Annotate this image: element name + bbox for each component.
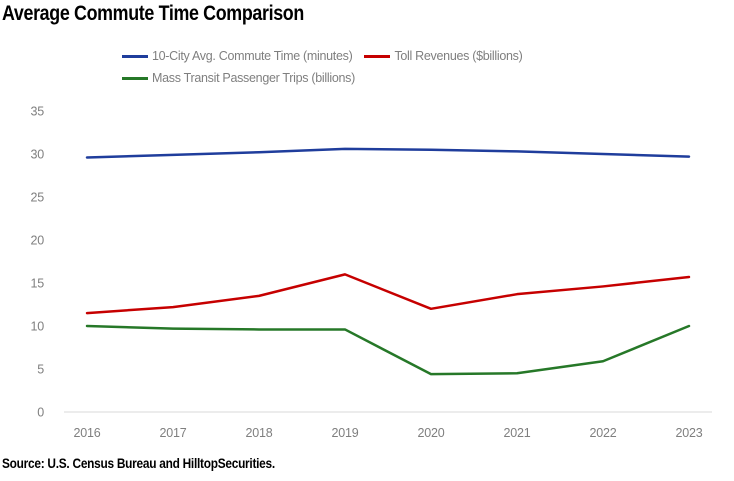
y-axis-label: 0 bbox=[37, 406, 44, 420]
legend-row-1: 10-City Avg. Commute Time (minutes) Toll… bbox=[122, 49, 523, 63]
legend-label-commute-time: 10-City Avg. Commute Time (minutes) bbox=[152, 49, 353, 63]
y-axis-label: 25 bbox=[30, 191, 44, 205]
legend-swatch-mass-transit bbox=[122, 76, 148, 80]
x-axis-label: 2019 bbox=[331, 426, 358, 440]
legend-row-2: Mass Transit Passenger Trips (billions) bbox=[122, 71, 522, 85]
y-axis-label: 35 bbox=[30, 105, 44, 119]
legend-swatch-commute-time bbox=[122, 54, 148, 58]
source-note: Source: U.S. Census Bureau and HilltopSe… bbox=[2, 456, 275, 471]
x-axis-label: 2022 bbox=[589, 426, 616, 440]
legend-item-commute-time: 10-City Avg. Commute Time (minutes) bbox=[122, 49, 353, 63]
y-axis-label: 15 bbox=[30, 277, 44, 291]
y-axis-labels: 0 5 10 15 20 25 30 35 bbox=[30, 105, 44, 420]
legend-label-mass-transit: Mass Transit Passenger Trips (billions) bbox=[152, 71, 355, 85]
legend-item-toll-revenues: Toll Revenues ($billions) bbox=[364, 49, 523, 63]
x-axis-label: 2020 bbox=[417, 426, 444, 440]
series-lines bbox=[85, 147, 691, 376]
x-axis-label: 2021 bbox=[503, 426, 530, 440]
x-axis-label: 2017 bbox=[159, 426, 186, 440]
x-axis-label: 2018 bbox=[245, 426, 272, 440]
legend-label-toll-revenues: Toll Revenues ($billions) bbox=[394, 49, 523, 63]
legend: 10-City Avg. Commute Time (minutes) Toll… bbox=[122, 49, 523, 85]
legend-swatch-toll-revenues bbox=[364, 54, 391, 58]
y-axis-label: 10 bbox=[30, 320, 44, 334]
series-line-10-city-avg-commute-time-minutes bbox=[85, 147, 691, 159]
x-axis-labels: 2016 2017 2018 2019 2020 2021 2022 2023 bbox=[73, 426, 702, 440]
chart-title: Average Commute Time Comparison bbox=[2, 2, 304, 25]
y-axis-label: 30 bbox=[30, 148, 44, 162]
x-axis-label: 2016 bbox=[73, 426, 100, 440]
y-axis-label: 20 bbox=[30, 234, 44, 248]
legend-item-mass-transit: Mass Transit Passenger Trips (billions) bbox=[122, 71, 355, 85]
x-axis-label: 2023 bbox=[675, 426, 702, 440]
series-line-mass-transit-passenger-trips-billions bbox=[85, 324, 691, 376]
series-line-toll-revenues-billions bbox=[85, 273, 691, 315]
y-axis-label: 5 bbox=[37, 363, 44, 377]
